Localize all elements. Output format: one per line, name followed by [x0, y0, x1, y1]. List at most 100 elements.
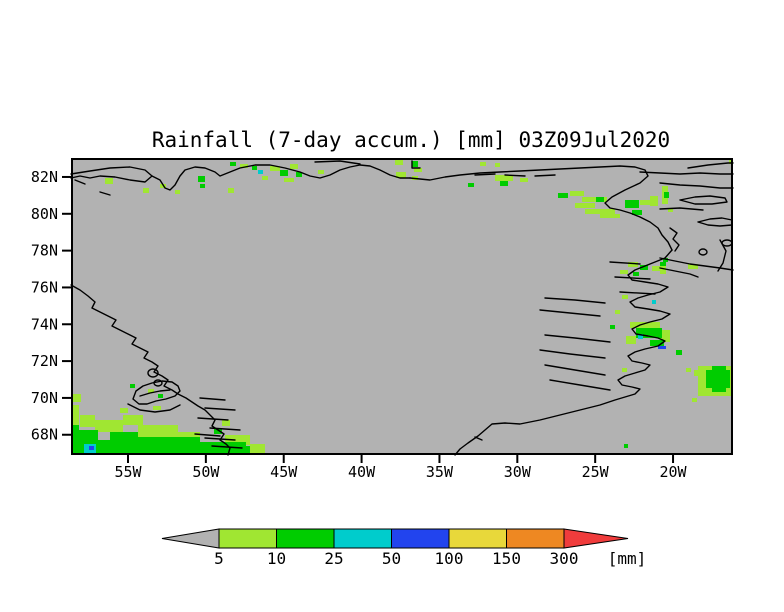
rain-cell-lg [395, 160, 403, 165]
lon-label-55W: 55W [114, 463, 142, 481]
map-background [71, 158, 733, 455]
coastline [194, 433, 221, 437]
rain-cell-lg [414, 168, 422, 172]
rain-cell-lg [652, 266, 662, 271]
coastline [139, 389, 171, 397]
rain-cell-g [558, 193, 568, 198]
coastline [539, 309, 601, 317]
coastline [211, 445, 243, 449]
rain-cell-lg [228, 188, 234, 193]
lon-label-25W: 25W [582, 463, 610, 481]
colorbar-unit-label: [mm] [608, 549, 647, 568]
rain-cell-lg [668, 208, 673, 212]
lon-label-35W: 35W [426, 463, 454, 481]
rain-cell-lg [480, 162, 486, 166]
rain-cell-bl [89, 446, 94, 450]
coastline [209, 427, 241, 431]
rain-cell-lg [318, 170, 324, 174]
rain-cell-lg [120, 408, 128, 413]
rain-cell-cy [652, 300, 656, 304]
coastline [314, 160, 361, 165]
lat-label-80N: 80N [31, 205, 58, 223]
rain-patches [71, 160, 733, 455]
colorbar-segment-150 [506, 528, 565, 549]
coastline [679, 195, 728, 205]
rain-cell-lg [153, 406, 161, 410]
rain-cell-g [660, 262, 666, 266]
rain-cell-lg [270, 166, 280, 171]
coastlines [70, 160, 734, 456]
rain-cell-lg [628, 262, 638, 267]
colorbar-segment-5 [218, 528, 277, 549]
rain-cell-cy [258, 170, 263, 174]
island-outline [153, 379, 163, 387]
rain-cell-lg [80, 415, 95, 427]
coastline [609, 261, 641, 265]
rain-cell-lg [95, 420, 123, 432]
rain-cell-g [636, 328, 662, 338]
rain-cell-g [280, 170, 288, 176]
colorbar-label-100: 100 [435, 549, 464, 568]
island-outline [698, 248, 708, 256]
coastline [204, 437, 236, 441]
rain-cell-g [650, 340, 664, 346]
coastline [204, 407, 236, 411]
rain-cell-lg [600, 214, 620, 218]
colorbar-segment-50 [391, 528, 450, 549]
rain-cell-lg [71, 394, 81, 402]
rain-cell-g [712, 366, 726, 392]
rain-cell-g [196, 442, 246, 455]
lon-label-20W: 20W [659, 463, 687, 481]
lat-label-78N: 78N [31, 242, 58, 260]
rain-cell-lg [650, 196, 658, 206]
lat-axis: 82N 80N 78N 76N 74N 72N 70N 68N [31, 168, 71, 444]
rain-cell-g [664, 192, 669, 198]
lon-label-45W: 45W [270, 463, 298, 481]
coastline [99, 191, 111, 196]
rain-cell-g [624, 444, 628, 448]
rain-cell-bl [658, 346, 666, 349]
rain-cell-lg [582, 197, 607, 202]
rain-cell-lg [250, 444, 265, 455]
coastline [669, 227, 680, 252]
chart-title: Rainfall (7-day accum.) [mm] 03Z09Jul202… [151, 128, 671, 152]
lon-label-30W: 30W [504, 463, 532, 481]
coastline [504, 174, 526, 177]
rain-cell-g [632, 210, 642, 215]
rain-cell-g [633, 272, 639, 276]
rain-cell-lg [575, 203, 595, 208]
rain-cell-lg [660, 330, 670, 342]
coastline [474, 173, 496, 176]
colorbar-label-150: 150 [492, 549, 521, 568]
colorbar-label-25: 25 [324, 549, 343, 568]
rain-cell-lg [222, 420, 230, 426]
lat-label-82N: 82N [31, 168, 58, 186]
rain-cell-g [130, 384, 135, 388]
map-border [71, 158, 733, 455]
rain-cell-lg [694, 370, 702, 376]
colorbar-under-arrow [161, 528, 220, 549]
coastline [544, 334, 611, 343]
rain-cell-lg [143, 188, 149, 193]
rain-cell-lg [262, 176, 268, 180]
coastline [539, 349, 606, 359]
rain-cell-lg [123, 415, 143, 425]
colorbar-label-10: 10 [267, 549, 286, 568]
rain-cell-g [468, 183, 474, 187]
coastline [659, 257, 734, 271]
rain-cell-lg [570, 191, 584, 196]
rain-cell-lg [495, 163, 500, 167]
rain-cell-lg [520, 178, 528, 182]
coastline [474, 436, 483, 441]
rain-cell-cy [638, 334, 643, 339]
coastline [70, 166, 153, 183]
rain-cell-lg [692, 398, 697, 402]
rain-cell-lg [284, 178, 294, 182]
coastline [659, 207, 704, 211]
colorbar: 5 10 25 50 100 150 300 [mm] [161, 528, 647, 568]
rain-cell-lg [71, 405, 79, 425]
rain-cell-g [158, 394, 163, 398]
rain-cell-g [96, 440, 126, 455]
